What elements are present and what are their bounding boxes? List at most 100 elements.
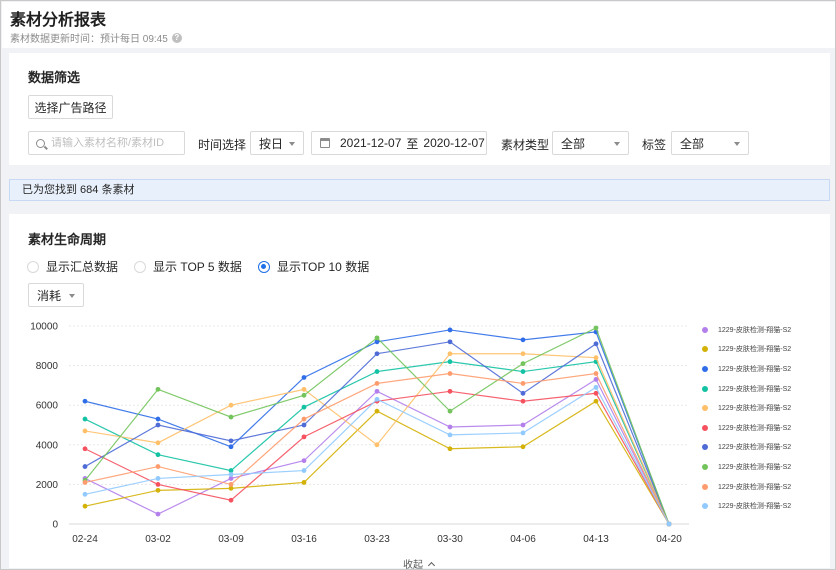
data-point	[228, 444, 234, 450]
radio-summary-dot[interactable]	[27, 260, 39, 273]
choose-ad-path-button[interactable]: 选择广告路径	[28, 95, 113, 119]
time-granularity-select[interactable]: 按日	[250, 131, 304, 155]
data-point	[593, 325, 599, 331]
data-point	[520, 381, 526, 386]
data-point	[301, 416, 307, 422]
data-point	[82, 503, 88, 509]
update-note-text: 素材数据更新时间：预计每日 09:45	[10, 34, 168, 45]
material-type-value: 全部	[561, 136, 586, 151]
collapse-button[interactable]: 收起	[403, 556, 436, 570]
x-tick-label: 02-24	[72, 534, 98, 545]
question-circle-icon[interactable]: ?	[171, 32, 182, 43]
data-point	[155, 511, 161, 517]
data-point	[374, 369, 380, 374]
radio-summary-label: 显示汇总数据	[46, 260, 119, 274]
legend-item-2[interactable]: 1229-皮肤检测-翔猫-S2	[702, 340, 822, 360]
calendar-icon	[320, 138, 330, 148]
x-tick-label: 03-02	[145, 534, 171, 545]
data-point	[301, 404, 307, 410]
data-point	[228, 414, 234, 420]
y-tick-label: 8000	[36, 361, 59, 372]
radio-top5-label: 显示 TOP 5 数据	[153, 260, 242, 274]
legend-item-7[interactable]: 1229-皮肤检测-翔猫-S2	[702, 438, 822, 458]
data-point	[155, 422, 161, 428]
data-point	[228, 402, 234, 408]
data-point	[447, 359, 453, 365]
data-point	[155, 440, 161, 446]
x-tick-label: 04-20	[656, 534, 682, 545]
legend-item-6[interactable]: 1229-皮肤检测-翔猫-S2	[702, 418, 822, 438]
legend-item-10[interactable]: 1229-皮肤检测-翔猫-S2	[702, 496, 822, 516]
metric-select[interactable]: 消耗	[28, 283, 84, 307]
legend-item-4[interactable]: 1229-皮肤检测-翔猫-S2	[702, 379, 822, 399]
legend-label: 1229-皮肤检测-翔猫-S2	[718, 424, 792, 432]
y-tick-label: 10000	[30, 322, 58, 333]
data-point	[374, 339, 380, 345]
radio-top5-dot[interactable]	[134, 260, 147, 273]
radio-summary[interactable]: 显示汇总数据	[27, 258, 118, 275]
legend-label: 1229-皮肤检测-翔猫-S2	[718, 385, 792, 393]
data-point	[374, 396, 380, 402]
legend-item-3[interactable]: 1229-皮肤检测-翔猫-S2	[702, 359, 822, 379]
data-point	[82, 446, 88, 452]
tag-select[interactable]: 全部	[671, 131, 749, 155]
data-point	[155, 416, 161, 422]
material-type-select[interactable]: 全部	[552, 131, 629, 155]
collapse-label: 收起	[403, 560, 423, 570]
series-line-10	[84, 386, 670, 525]
result-count-bar: 已为您找到 684 条素材	[9, 179, 830, 201]
legend-item-9[interactable]: 1229-皮肤检测-翔猫-S2	[702, 477, 822, 497]
legend-dot	[702, 385, 708, 392]
legend-label: 1229-皮肤检测-翔猫-S2	[718, 503, 792, 511]
data-point	[301, 480, 307, 485]
page-header: 素材分析报表 素材数据更新时间：预计每日 09:45 ?	[2, 2, 835, 48]
legend-item-1[interactable]: 1229-皮肤检测-翔猫-S2	[702, 320, 822, 340]
metric-value: 消耗	[37, 288, 62, 303]
y-tick-label: 0	[52, 520, 58, 531]
radio-top10[interactable]: 显示TOP 10 数据	[257, 258, 369, 275]
chart-legend: 1229-皮肤检测-翔猫-S2 1229-皮肤检测-翔猫-S2 1229-皮肤检测-…	[702, 320, 822, 516]
data-point	[520, 390, 526, 396]
radio-top10-dot[interactable]	[257, 260, 270, 273]
data-point	[374, 335, 380, 341]
legend-dot	[702, 365, 708, 372]
search-icon	[36, 138, 45, 148]
radio-top5[interactable]: 显示 TOP 5 数据	[134, 258, 242, 275]
material-type-label: 素材类型	[501, 138, 550, 152]
data-point	[301, 375, 307, 380]
data-point	[155, 452, 161, 458]
chevron-down-icon	[614, 142, 620, 146]
y-tick-label: 2000	[36, 480, 59, 491]
date-end: 2020-12-07	[423, 136, 485, 150]
filter-section-title: 数据筛选	[28, 70, 81, 85]
data-point	[374, 381, 380, 386]
data-point	[374, 442, 380, 448]
date-range-picker[interactable]: 2021-12-07 至 2020-12-07	[311, 131, 487, 155]
search-box[interactable]	[28, 131, 185, 155]
legend-label: 1229-皮肤检测-翔猫-S2	[718, 365, 792, 373]
data-point	[228, 438, 234, 444]
data-point	[520, 422, 526, 428]
data-point	[301, 386, 307, 392]
y-tick-label: 6000	[36, 401, 59, 412]
data-point	[82, 480, 88, 485]
chevron-down-icon	[734, 142, 740, 146]
data-point	[447, 408, 453, 414]
x-tick-label: 03-09	[218, 534, 244, 545]
data-point	[520, 361, 526, 367]
data-point	[447, 424, 453, 430]
y-tick-label: 4000	[36, 440, 59, 451]
data-point	[520, 369, 526, 374]
search-input[interactable]	[51, 137, 171, 149]
data-point	[301, 458, 307, 464]
legend-item-8[interactable]: 1229-皮肤检测-翔猫-S2	[702, 457, 822, 477]
x-tick-label: 03-16	[291, 534, 317, 545]
data-point	[593, 341, 599, 347]
legend-item-5[interactable]: 1229-皮肤检测-翔猫-S2	[702, 398, 822, 418]
data-point	[520, 398, 526, 404]
series-line-3	[84, 329, 670, 525]
tag-value: 全部	[680, 136, 705, 151]
data-point	[301, 468, 307, 473]
legend-label: 1229-皮肤检测-翔猫-S2	[718, 346, 792, 354]
data-point	[82, 398, 88, 404]
